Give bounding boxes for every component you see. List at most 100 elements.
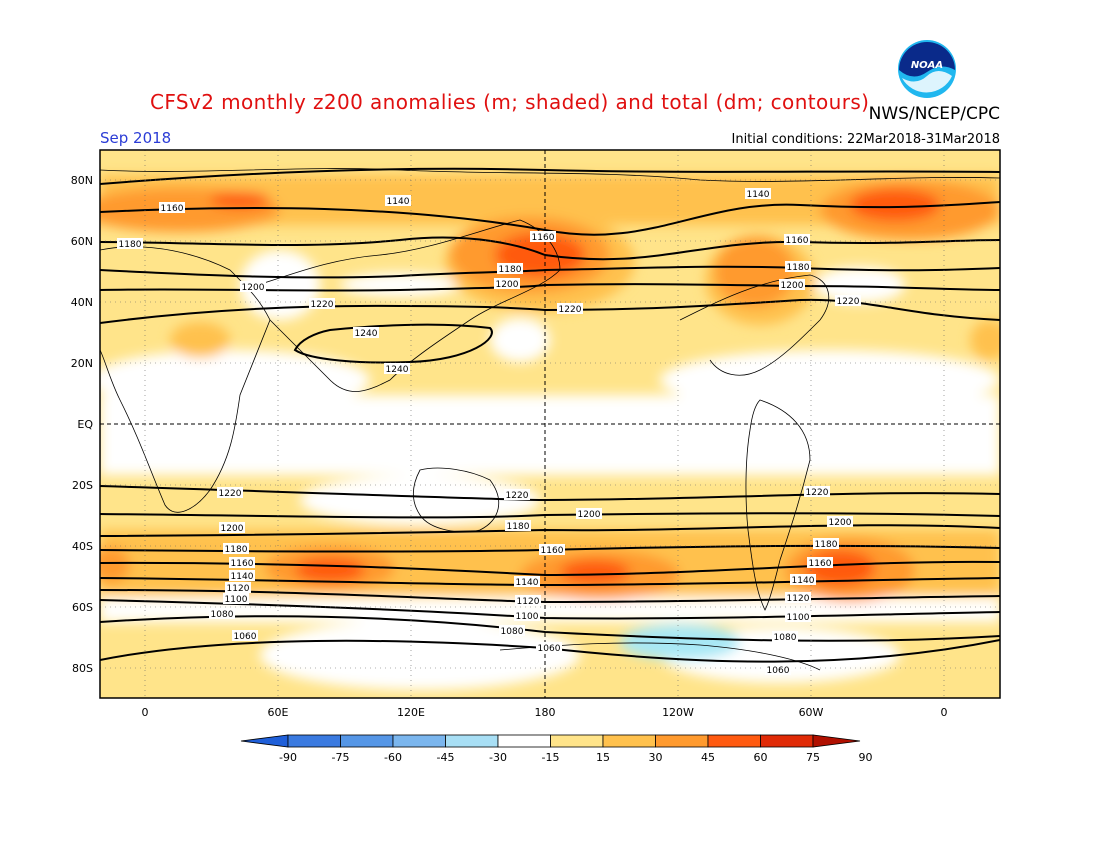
contour-label: 1120	[225, 582, 251, 594]
svg-text:1160: 1160	[161, 204, 184, 214]
lat-label: 20N	[71, 357, 93, 370]
contour-label: 1100	[223, 593, 249, 605]
svg-text:1060: 1060	[767, 666, 790, 676]
colorbar-label: 30	[649, 751, 663, 764]
lon-label: 120W	[662, 706, 694, 719]
lat-label: 20S	[72, 479, 93, 492]
lat-label: 60N	[71, 235, 93, 248]
colorbar-segment	[707, 734, 761, 748]
contour-label: 1140	[790, 574, 816, 586]
latitude-labels: 80N 60N 40N 20N EQ 20S 40S 60S 80S	[71, 174, 94, 675]
svg-text:1240: 1240	[355, 329, 378, 339]
contour-label: 1120	[515, 595, 541, 607]
contour-label: 1160	[229, 557, 255, 569]
lat-label: 80N	[71, 174, 93, 187]
svg-text:1220: 1220	[559, 305, 582, 315]
svg-text:1060: 1060	[538, 644, 561, 654]
svg-text:1160: 1160	[532, 233, 555, 243]
svg-text:1200: 1200	[242, 283, 265, 293]
map-frame	[99, 149, 1001, 699]
lat-label: 60S	[72, 601, 93, 614]
svg-text:1180: 1180	[119, 240, 142, 250]
anomaly-shading: 1140 1140 1160 1160 1160 1180 1180 1180 …	[100, 150, 1000, 698]
contour-label: 1080	[499, 625, 525, 637]
colorbar-label: -45	[437, 751, 455, 764]
lat-label: 80S	[72, 662, 93, 675]
colorbar-label: -30	[489, 751, 507, 764]
svg-text:1120: 1120	[787, 594, 810, 604]
colorbar-segment	[392, 734, 446, 748]
svg-text:1240: 1240	[386, 365, 409, 375]
svg-text:1120: 1120	[517, 597, 540, 607]
svg-text:1080: 1080	[211, 610, 234, 620]
svg-text:1160: 1160	[541, 546, 564, 556]
contour-label: 1060	[232, 630, 258, 642]
svg-text:1160: 1160	[231, 559, 254, 569]
lat-label: 40S	[72, 540, 93, 553]
svg-text:1080: 1080	[501, 627, 524, 637]
svg-text:1220: 1220	[806, 488, 829, 498]
svg-text:1140: 1140	[516, 578, 539, 588]
svg-text:1100: 1100	[225, 595, 248, 605]
lat-label: 40N	[71, 296, 93, 309]
contour-label: 1240	[353, 327, 379, 339]
svg-text:1180: 1180	[507, 522, 530, 532]
colorbar: -90 -75 -60 -45 -30 -15 15 30 45 60 75 90	[240, 734, 873, 764]
contour-label: 1080	[209, 608, 235, 620]
contour-label: 1220	[557, 303, 583, 315]
colorbar-segment	[340, 734, 394, 748]
colorbar-segment	[445, 734, 499, 748]
contour-label: 1220	[309, 298, 335, 310]
svg-text:1140: 1140	[747, 190, 770, 200]
svg-text:1140: 1140	[231, 572, 254, 582]
svg-text:1200: 1200	[221, 524, 244, 534]
contour-label: 1180	[505, 520, 531, 532]
initial-conditions: Initial conditions: 22Mar2018-31Mar2018	[731, 132, 1001, 147]
svg-text:1200: 1200	[496, 280, 519, 290]
agency-label: NWS/NCEP/CPC	[868, 104, 1000, 124]
contour-label: 1220	[835, 295, 861, 307]
colorbar-label: 15	[596, 751, 610, 764]
svg-text:1120: 1120	[227, 584, 250, 594]
colorbar-label: -75	[332, 751, 350, 764]
colorbar-label: 45	[701, 751, 715, 764]
colorbar-label: 60	[754, 751, 768, 764]
contour-label: 1140	[229, 570, 255, 582]
contour-label: 1140	[514, 576, 540, 588]
contour-labels: 1140 1140 1160 1160 1160 1180 1180 1180 …	[117, 188, 861, 676]
contour-label: 1160	[807, 557, 833, 569]
lon-label: 180	[535, 706, 556, 719]
svg-text:1200: 1200	[829, 518, 852, 528]
svg-text:1180: 1180	[815, 540, 838, 550]
contour-label: 1200	[494, 278, 520, 290]
svg-text:1100: 1100	[516, 612, 539, 622]
colorbar-segment	[602, 734, 656, 748]
contour-label: 1140	[385, 195, 411, 207]
lat-label: EQ	[77, 418, 93, 431]
colorbar-label: 75	[806, 751, 820, 764]
contour-label: 1200	[219, 522, 245, 534]
lon-label: 0	[142, 706, 149, 719]
svg-text:1160: 1160	[786, 236, 809, 246]
noaa-logo-icon: NOAA	[897, 39, 957, 99]
colorbar-segment	[287, 734, 341, 748]
contour-label: 1140	[745, 188, 771, 200]
contour-label: 1180	[813, 538, 839, 550]
svg-text:1080: 1080	[774, 633, 797, 643]
contour-label: 1200	[827, 516, 853, 528]
svg-text:1140: 1140	[792, 576, 815, 586]
svg-text:1200: 1200	[578, 510, 601, 520]
svg-text:1180: 1180	[787, 263, 810, 273]
colorbar-segment	[240, 734, 289, 748]
svg-text:1180: 1180	[499, 265, 522, 275]
colorbar-segment	[760, 734, 814, 748]
svg-text:1220: 1220	[837, 297, 860, 307]
colorbar-segment	[812, 734, 861, 748]
contour-label: 1060	[765, 664, 791, 676]
svg-text:1200: 1200	[781, 281, 804, 291]
colorbar-segment	[550, 734, 604, 748]
contour-label: 1060	[536, 642, 562, 654]
svg-text:1220: 1220	[506, 491, 529, 501]
colorbar-segment	[655, 734, 709, 748]
